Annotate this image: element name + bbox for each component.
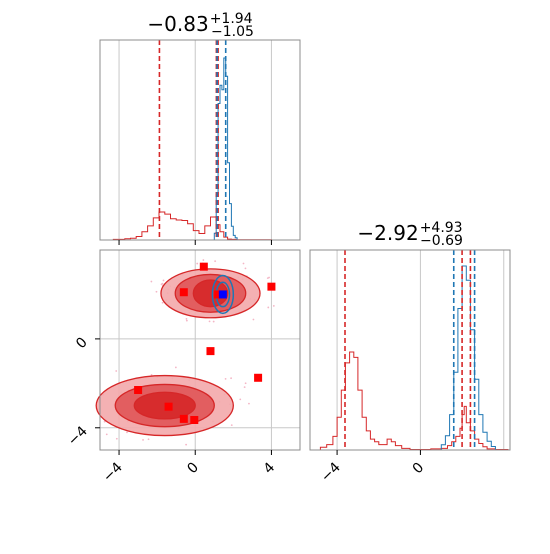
- red-marker-point: [199, 262, 208, 271]
- red-marker-point: [190, 416, 199, 424]
- background-sample: [147, 438, 150, 441]
- background-sample: [150, 280, 153, 283]
- background-sample: [244, 267, 247, 270]
- red-marker-point: [267, 282, 276, 291]
- background-sample: [248, 402, 250, 405]
- background-sample: [185, 443, 188, 446]
- title-upper-error: +1.94: [210, 11, 253, 27]
- background-sample: [239, 398, 242, 401]
- title-value: −0.83: [147, 12, 208, 36]
- background-sample: [212, 320, 215, 323]
- background-sample: [214, 260, 217, 263]
- grid: [118, 40, 272, 240]
- background-sample: [230, 377, 232, 380]
- background-sample: [161, 301, 164, 304]
- background-sample: [252, 318, 255, 321]
- background-sample: [115, 370, 118, 372]
- background-sample: [185, 318, 188, 320]
- marginal-panel-param-1: −0.83+1.94 −1.05: [99, 11, 301, 245]
- blue-marker-point: [218, 290, 227, 299]
- background-sample: [243, 386, 246, 389]
- x-tick-marks: [118, 240, 272, 245]
- axes-frame: [309, 249, 511, 451]
- joint-panel: −4 0 40−4: [65, 249, 301, 485]
- red-contour-level-3: [192, 279, 229, 308]
- red-histogram-line: [101, 211, 291, 241]
- red-marker-point: [134, 386, 143, 394]
- axes-frame: [99, 39, 301, 241]
- red-marker-point: [206, 347, 215, 356]
- background-sample: [174, 366, 177, 369]
- red-marker-point: [164, 402, 173, 411]
- title-lower-error: −0.69: [420, 233, 463, 249]
- title-lower-error: −1.05: [211, 24, 254, 40]
- red-marker-point: [214, 290, 223, 299]
- title-upper-error: +4.93: [420, 220, 463, 236]
- quantile-lines: [158, 40, 227, 240]
- title-value: −2.92: [357, 221, 418, 245]
- red-marker-point: [179, 414, 188, 423]
- background-sample: [230, 424, 233, 427]
- panel-title: −0.83+1.94: [147, 11, 252, 36]
- red-marker-point: [179, 288, 188, 297]
- background-sample: [242, 262, 245, 265]
- background-sample: [272, 305, 275, 307]
- background-sample: [208, 320, 211, 323]
- background-sample: [161, 282, 164, 285]
- panel-title: −2.92+4.93: [357, 220, 462, 245]
- background-sample: [150, 373, 153, 376]
- background-sample: [267, 306, 270, 309]
- background-sample: [126, 431, 128, 434]
- background-sample: [224, 378, 227, 380]
- background-sample: [202, 259, 205, 261]
- marker-points: [134, 262, 276, 424]
- blue-contour-level-1: [211, 274, 235, 315]
- background-sample: [115, 437, 118, 440]
- blue-histogram-line: [437, 265, 496, 451]
- background-sample: [268, 276, 270, 279]
- background-sample: [196, 262, 199, 265]
- red-marker-point: [254, 373, 263, 382]
- background-sample: [185, 319, 188, 322]
- grid: [336, 250, 505, 450]
- background-sample: [105, 433, 108, 436]
- quantile-lines: [344, 250, 476, 450]
- background-sample: [244, 382, 247, 385]
- background-sample: [162, 279, 165, 282]
- axes-frame: [99, 249, 301, 451]
- background-sample: [142, 439, 144, 441]
- background-sample: [155, 290, 158, 293]
